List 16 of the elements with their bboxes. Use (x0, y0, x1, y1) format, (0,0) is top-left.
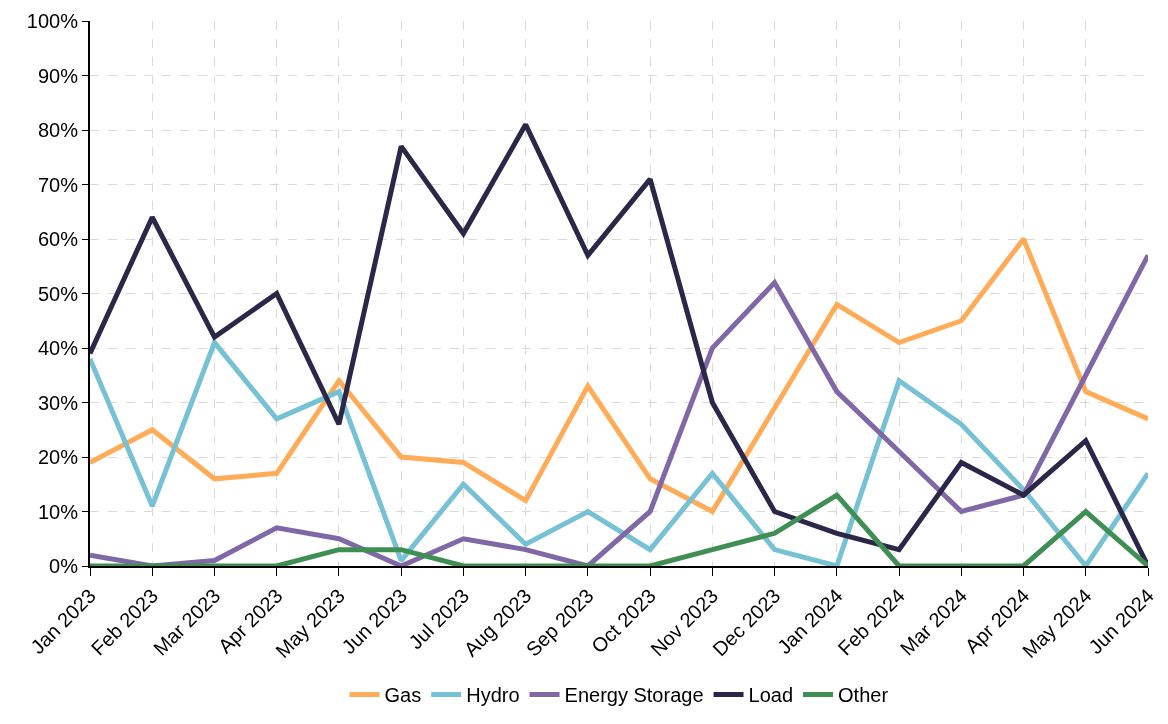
y-tick-label: 100% (26, 10, 79, 32)
y-tick-label: 40% (37, 337, 79, 359)
legend-label: Energy Storage (564, 684, 704, 707)
y-tick-label: 10% (37, 500, 79, 523)
y-tick-label: 70% (37, 173, 79, 196)
y-tick-label: 0% (49, 555, 79, 577)
legend-label: Gas (384, 684, 422, 707)
y-tick-label: 80% (37, 119, 79, 141)
legend-label: Hydro (466, 684, 520, 707)
legend-label: Load (748, 684, 794, 707)
y-tick-label: 90% (37, 64, 79, 87)
y-tick-label: 60% (37, 228, 79, 250)
legend-label: Other (838, 684, 889, 707)
y-tick-label: 50% (37, 282, 79, 305)
y-tick-label: 20% (37, 446, 79, 468)
y-tick-label: 30% (37, 391, 79, 414)
